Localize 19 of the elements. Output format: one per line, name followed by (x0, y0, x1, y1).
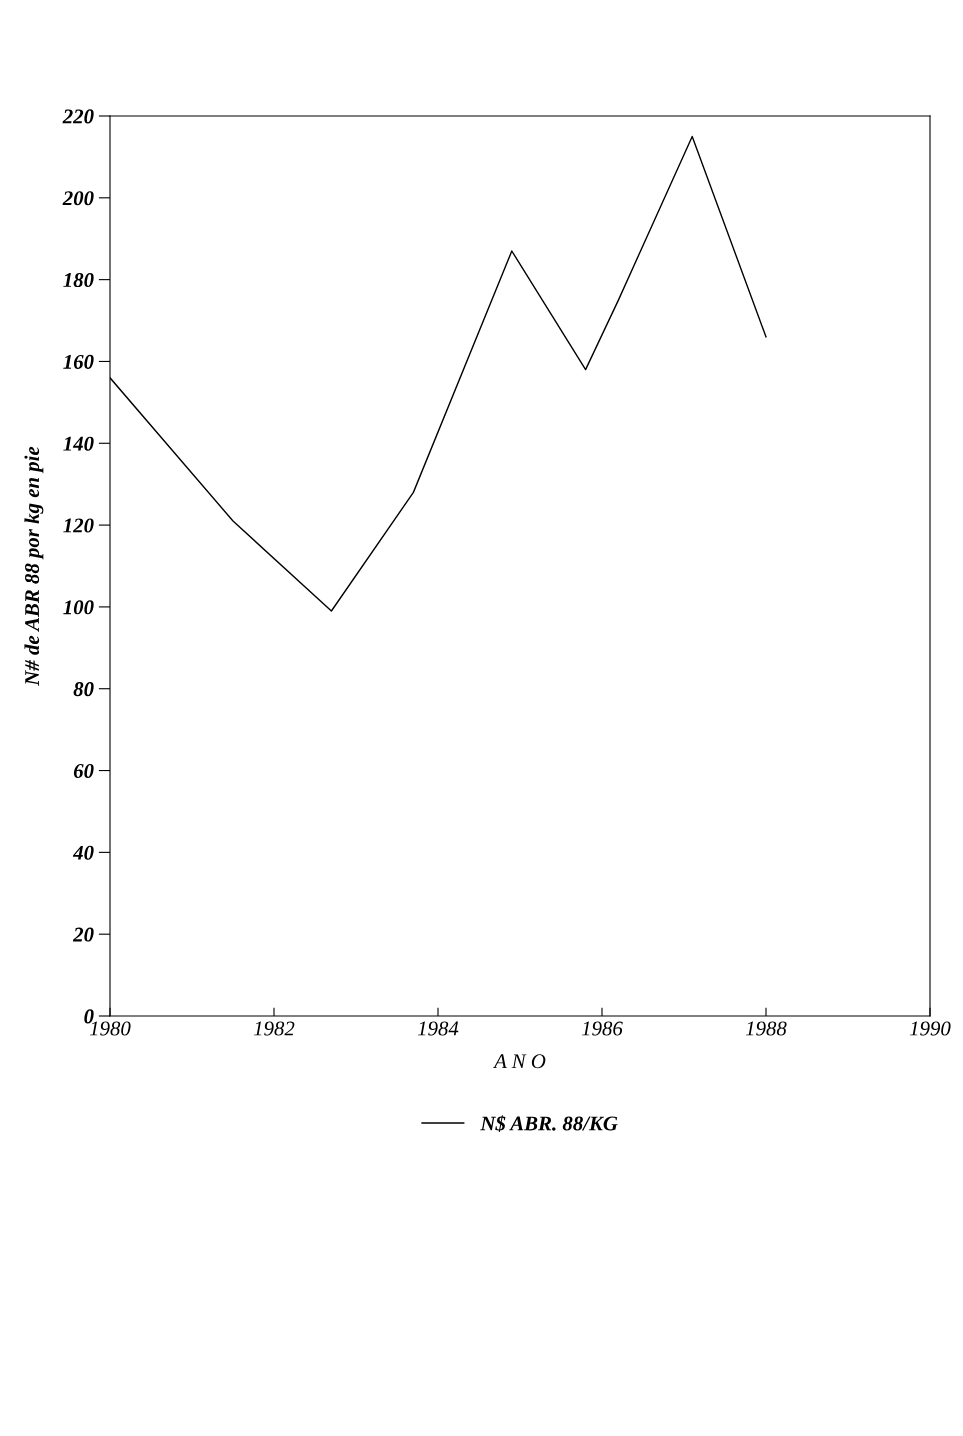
legend-label: N$ ABR. 88/KG (480, 1115, 618, 1132)
y-tick-label: 40 (72, 845, 94, 860)
x-tick-label: 1982 (253, 1021, 295, 1036)
y-tick-label: 80 (73, 682, 94, 697)
y-tick-label: 200 (62, 191, 94, 206)
x-tick-label: 1988 (745, 1021, 787, 1036)
x-tick-label: 1990 (909, 1021, 951, 1036)
x-axis-title: A N O (493, 1054, 546, 1069)
y-tick-label: 100 (63, 600, 94, 615)
y-tick-label: 160 (63, 354, 94, 369)
y-tick-label: 220 (62, 109, 94, 124)
y-tick-label: 180 (63, 273, 94, 288)
x-tick-label: 1984 (417, 1021, 459, 1036)
y-axis-title: N# de ABR 88 por kg en pie (24, 446, 44, 686)
y-tick-label: 120 (63, 518, 94, 533)
y-tick-label: 20 (72, 927, 94, 942)
y-tick-label: 140 (63, 436, 94, 451)
x-tick-label: 1986 (581, 1021, 623, 1036)
y-tick-label: 60 (73, 763, 94, 778)
